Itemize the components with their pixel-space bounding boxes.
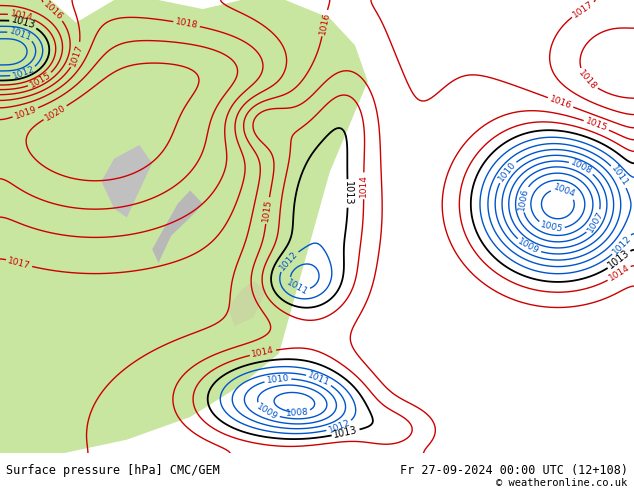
Polygon shape [228, 281, 266, 326]
Text: 1004: 1004 [552, 182, 576, 199]
Polygon shape [101, 145, 152, 218]
Text: 1012: 1012 [11, 65, 36, 81]
Text: 1005: 1005 [539, 220, 564, 234]
Text: Fr 27-09-2024 00:00 UTC (12+108): Fr 27-09-2024 00:00 UTC (12+108) [399, 465, 628, 477]
Polygon shape [0, 0, 368, 453]
Text: 1017: 1017 [571, 0, 595, 20]
Text: 1018: 1018 [174, 18, 198, 30]
Polygon shape [279, 113, 330, 218]
Text: 1016: 1016 [42, 0, 65, 23]
Text: 1014: 1014 [359, 174, 368, 197]
Text: 1012: 1012 [327, 418, 352, 435]
Text: 1012: 1012 [278, 249, 299, 272]
Text: 1014: 1014 [607, 264, 631, 283]
Text: Surface pressure [hPa] CMC/GEM: Surface pressure [hPa] CMC/GEM [6, 465, 220, 477]
Text: 1015: 1015 [261, 198, 273, 222]
Text: 1013: 1013 [606, 248, 632, 271]
Text: 1017: 1017 [7, 256, 31, 270]
Text: 1013: 1013 [342, 181, 353, 206]
Text: 1011: 1011 [8, 26, 33, 42]
Text: 1010: 1010 [496, 160, 517, 183]
Text: 1020: 1020 [43, 103, 67, 122]
Text: 1018: 1018 [576, 68, 598, 91]
Text: © weatheronline.co.uk: © weatheronline.co.uk [496, 478, 628, 488]
Text: 1011: 1011 [307, 371, 332, 388]
Text: 1019: 1019 [13, 104, 38, 121]
Text: 1006: 1006 [517, 187, 529, 211]
Text: 1013: 1013 [10, 15, 37, 31]
Text: 1008: 1008 [569, 158, 594, 176]
Polygon shape [152, 191, 203, 263]
Text: 1015: 1015 [584, 117, 609, 133]
Text: 1016: 1016 [318, 11, 331, 35]
Text: 1010: 1010 [266, 374, 290, 385]
Text: 1008: 1008 [285, 407, 309, 417]
Text: 1014: 1014 [9, 9, 34, 23]
Text: 1011: 1011 [285, 278, 309, 297]
Text: 1016: 1016 [548, 94, 573, 111]
Text: 1011: 1011 [609, 164, 630, 188]
Text: 1017: 1017 [68, 43, 85, 67]
Text: 1013: 1013 [333, 425, 359, 440]
Text: 1009: 1009 [255, 402, 280, 421]
Text: 1012: 1012 [611, 233, 633, 256]
Text: 1009: 1009 [517, 237, 541, 256]
Text: 1015: 1015 [28, 71, 53, 90]
Text: 1014: 1014 [251, 346, 275, 359]
Text: 1007: 1007 [585, 210, 605, 234]
